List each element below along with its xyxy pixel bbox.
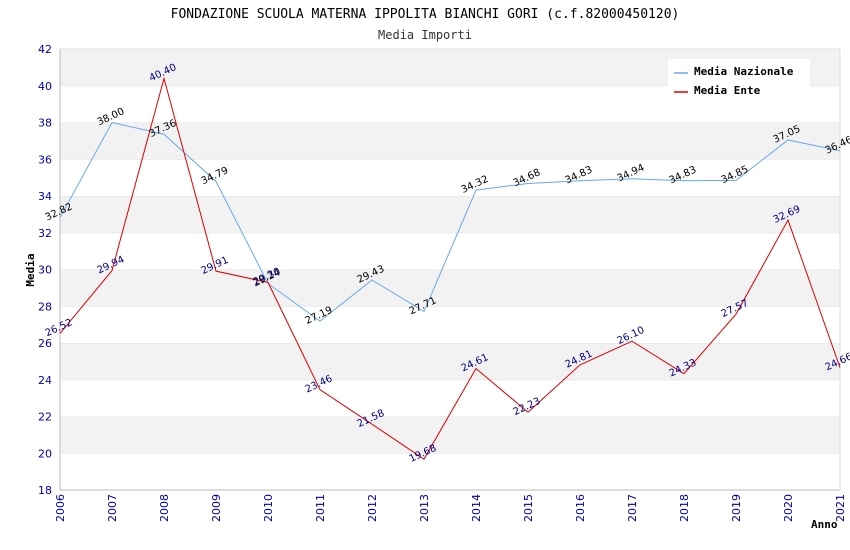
grid-band bbox=[60, 269, 840, 307]
x-tick-labels: 2006 2007 2008 2009 2010 2011 2012 2013 2014 2015… bbox=[54, 494, 847, 522]
legend-label-media-ente: Media Ente bbox=[694, 84, 761, 97]
grid-bands bbox=[60, 48, 840, 490]
chart-title: FONDAZIONE SCUOLA MATERNA IPPOLITA BIANC… bbox=[171, 7, 680, 22]
y-tick-label: 40 bbox=[38, 80, 52, 93]
y-tick-label: 20 bbox=[38, 447, 52, 460]
series-line-media-nazionale bbox=[59, 121, 841, 322]
x-tick-label: 2006 bbox=[54, 494, 67, 522]
grid-band bbox=[60, 343, 840, 380]
y-tick-label: 38 bbox=[38, 117, 52, 130]
y-tick-label: 36 bbox=[38, 153, 52, 166]
x-tick-label: 2012 bbox=[366, 494, 379, 522]
chart-subtitle: Media Importi bbox=[378, 28, 472, 42]
x-tick-label: 2009 bbox=[210, 494, 223, 522]
x-tick-label: 2019 bbox=[730, 494, 743, 522]
x-tick-label: 2016 bbox=[574, 494, 587, 522]
y-tick-label: 22 bbox=[38, 411, 52, 424]
grid-band bbox=[60, 379, 840, 417]
grid-band bbox=[60, 196, 840, 233]
x-tick-label: 2008 bbox=[158, 494, 171, 522]
series-lines bbox=[59, 76, 841, 460]
x-tick-label: 2015 bbox=[522, 494, 535, 522]
x-tick-label: 2013 bbox=[418, 494, 431, 522]
y-tick-label: 28 bbox=[38, 300, 52, 313]
x-tick-label: 2017 bbox=[626, 494, 639, 522]
x-axis-label: Anno bbox=[811, 518, 838, 531]
axes bbox=[59, 49, 841, 491]
grid-band bbox=[60, 122, 840, 160]
grid-band bbox=[60, 453, 840, 490]
legend: Media Nazionale Media Ente bbox=[668, 59, 810, 101]
x-tick-label: 2018 bbox=[678, 494, 691, 522]
y-tick-label: 18 bbox=[38, 484, 52, 497]
x-tick-label: 2014 bbox=[470, 494, 483, 522]
grid-band bbox=[60, 159, 840, 196]
x-tick-label: 2020 bbox=[782, 494, 795, 522]
grid-band bbox=[60, 416, 840, 454]
y-axis-label: Media bbox=[24, 253, 37, 286]
y-tick-label: 32 bbox=[38, 227, 52, 240]
y-tick-label: 24 bbox=[38, 374, 52, 387]
series-line-media-ente bbox=[59, 76, 841, 460]
legend-label-media-nazionale: Media Nazionale bbox=[694, 65, 794, 78]
y-tick-label: 42 bbox=[38, 43, 52, 56]
y-tick-label: 34 bbox=[38, 190, 52, 203]
x-tick-label: 2011 bbox=[314, 494, 327, 522]
y-tick-label: 30 bbox=[38, 264, 52, 277]
x-tick-label: 2010 bbox=[262, 494, 275, 522]
x-tick-label: 2007 bbox=[106, 494, 119, 522]
y-tick-labels: 18 20 22 24 26 28 30 32 34 36 38 40 42 bbox=[38, 43, 52, 497]
grid-band bbox=[60, 306, 840, 343]
legend-box bbox=[668, 59, 810, 101]
x-tick-label: 2021 bbox=[834, 494, 847, 522]
y-tick-label: 26 bbox=[38, 337, 52, 350]
